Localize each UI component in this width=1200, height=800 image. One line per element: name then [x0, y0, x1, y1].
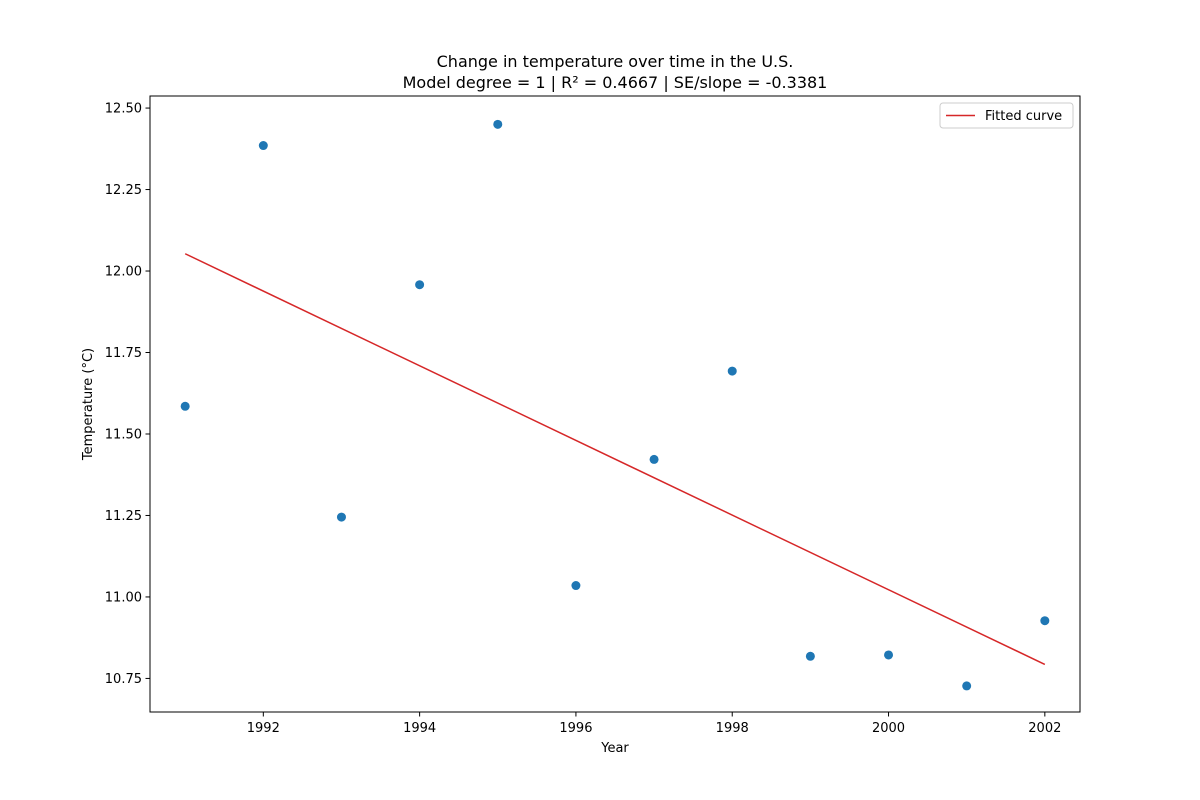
data-point	[884, 650, 894, 660]
plot-area-frame	[149, 95, 1081, 713]
plot-marks	[180, 119, 1050, 691]
x-axis-label: Year	[600, 741, 629, 756]
y-axis-label: Temperature (°C)	[81, 348, 96, 461]
legend-box	[939, 102, 1074, 129]
data-point	[180, 401, 190, 411]
x-tick-label: 2002	[1028, 721, 1061, 736]
x-tick-label: 1996	[559, 721, 592, 736]
y-tick-label: 11.50	[105, 427, 142, 442]
y-tick-label: 11.25	[105, 509, 142, 524]
y-tick-label: 12.25	[105, 183, 142, 198]
data-point	[649, 454, 659, 464]
fitted-curve-line	[184, 253, 1046, 666]
data-point	[727, 366, 737, 376]
y-axis-ticks: 10.75 11.00 11.25 11.50 11.75 12.00 12.25 12.50	[105, 102, 150, 687]
x-tick-label: 1992	[247, 721, 280, 736]
data-point	[258, 141, 268, 151]
y-tick-label: 10.75	[105, 672, 142, 687]
chart-title: Change in temperature over time in the U…	[437, 52, 794, 71]
x-tick-label: 2000	[872, 721, 905, 736]
y-tick-label: 12.00	[105, 265, 142, 280]
chart-subtitle: Model degree = 1 | R² = 0.4667 | SE/slop…	[403, 73, 828, 92]
data-point	[805, 651, 815, 661]
x-tick-label: 1994	[403, 721, 436, 736]
data-point	[493, 119, 503, 129]
y-tick-label: 11.00	[105, 590, 142, 605]
x-tick-label: 1998	[716, 721, 749, 736]
y-tick-label: 11.75	[105, 346, 142, 361]
data-point	[571, 581, 581, 591]
y-tick-label: 12.50	[105, 102, 142, 117]
legend-entry-fitted-curve: Fitted curve	[985, 109, 1062, 124]
x-axis-ticks: 1992 1994 1996 1998 2000 2002	[247, 712, 1061, 736]
data-point	[1040, 616, 1050, 626]
data-point	[415, 280, 425, 290]
data-point	[962, 681, 972, 691]
data-point	[336, 512, 346, 522]
legend: Fitted curve	[939, 102, 1074, 129]
